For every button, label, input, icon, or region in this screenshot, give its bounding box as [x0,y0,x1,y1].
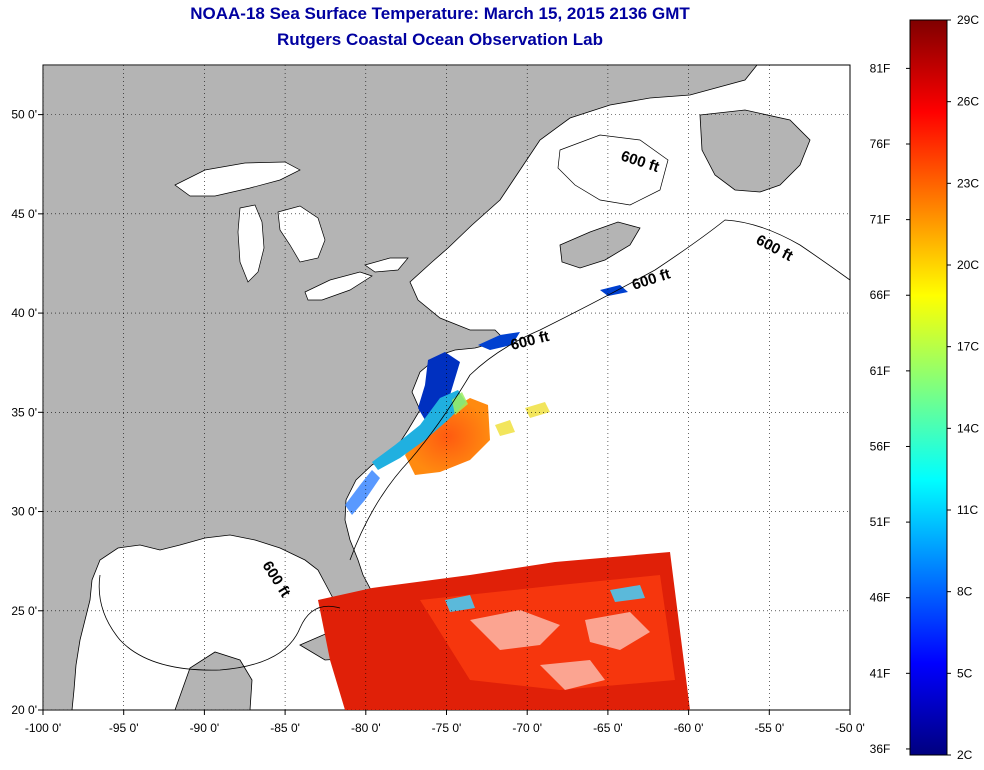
lon-tick-label: -55 0' [754,721,784,735]
sst-coastal-strip [345,470,380,515]
lake-michigan [237,204,265,283]
colorbar-label-celsius: 2C [957,748,973,762]
lon-tick-label: -85 0' [270,721,300,735]
colorbar-label-fahrenheit: 51F [870,515,891,529]
sst-shelf-transition [372,390,466,470]
lon-tick-label: -80 0' [351,721,381,735]
colorbar-label-celsius: 20C [957,258,979,272]
colorbar-label-fahrenheit: 46F [870,591,891,605]
sst-gulf-stream [405,398,490,475]
lat-tick-label: 45 0' [11,207,37,221]
colorbar-label-celsius: 5C [957,666,973,680]
lat-tick-label: 50 0' [11,108,37,122]
map-grid [42,65,851,711]
colorbar-label-celsius: 23C [957,176,979,190]
colorbar-label-celsius: 14C [957,421,979,435]
colorbar-label-fahrenheit: 36F [870,742,891,756]
map-axes: -100 0' -95 0' -90 0' -85 0' -80 0' -75 0' -70… [11,108,864,735]
sst-scatter-cyan [445,585,645,612]
lat-tick-label: 40 0' [11,306,37,320]
map-subtitle: Rutgers Coastal Ocean Observation Lab [277,30,603,49]
colorbar-label-fahrenheit: 81F [870,61,891,75]
colorbar-label-celsius: 8C [957,585,973,599]
sst-gulf-maine-cold [478,285,628,350]
lon-tick-label: -75 0' [432,721,462,735]
colorbar-label-celsius: 29C [957,13,979,27]
lake-huron [277,205,326,263]
land-newfoundland [699,109,811,193]
lake-superior [174,161,301,197]
lon-tick-label: -65 0' [593,721,623,735]
sst-swath-cloud-gaps [470,610,650,690]
colorbar-label-celsius: 26C [957,95,979,109]
land-yucatan [174,651,253,710]
lon-tick-label: -60 0' [674,721,704,735]
colorbar-label-fahrenheit: 61F [870,364,891,378]
colorbar-label-fahrenheit: 66F [870,288,891,302]
depth-contour-600ft [98,219,850,671]
lon-tick-label: -70 0' [512,721,542,735]
colorbar-label-celsius: 17C [957,340,979,354]
colorbar [909,19,948,756]
land-nova-scotia [559,221,641,269]
sst-swath [318,285,690,710]
sst-scatter-yellow [495,402,550,436]
sst-shelf-cold [418,352,460,420]
colorbar-label-fahrenheit: 76F [870,137,891,151]
land-north-america [43,65,758,710]
lake-ontario [364,257,409,273]
map-content [43,65,850,710]
lake-erie [304,271,373,301]
lat-tick-label: 20 0' [11,703,37,717]
gulf-st-lawrence [557,134,669,206]
colorbar-labels: 29C 26C 23C 20C 17C 14C 11C 8C 5C 2C 81F 76F 71F 66F 6… [870,13,980,762]
colorbar-label-fahrenheit: 56F [870,439,891,453]
lat-tick-label: 35 0' [11,405,37,419]
colorbar-label-fahrenheit: 41F [870,666,891,680]
lon-tick-label: -100 0' [25,721,61,735]
lat-tick-label: 30 0' [11,505,37,519]
lat-tick-label: 25 0' [11,604,37,618]
colorbar-label-fahrenheit: 71F [870,213,891,227]
lon-tick-label: -95 0' [109,721,139,735]
map-title: NOAA-18 Sea Surface Temperature: March 1… [190,4,690,23]
colorbar-label-celsius: 11C [957,503,978,517]
lon-tick-label: -50 0' [835,721,865,735]
lon-tick-label: -90 0' [190,721,220,735]
